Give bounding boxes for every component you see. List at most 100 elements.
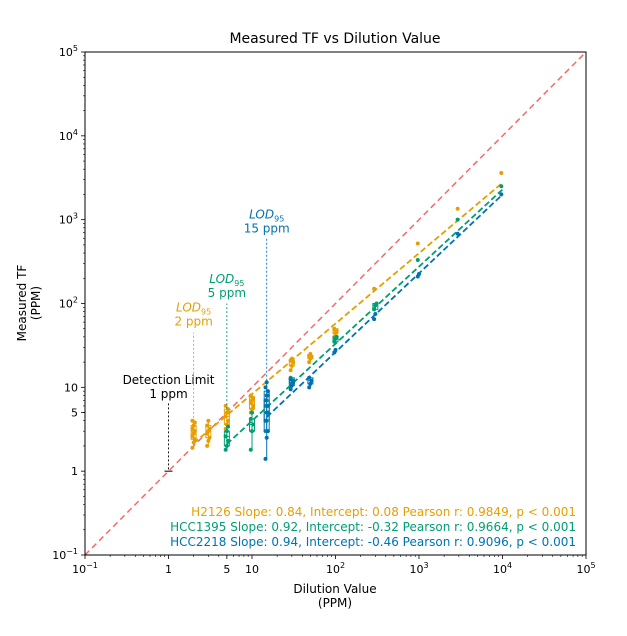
data-point	[373, 311, 378, 316]
data-point	[224, 429, 229, 434]
data-point	[334, 334, 339, 339]
x-tick-label: 10−1	[72, 561, 98, 576]
data-point	[250, 407, 254, 412]
data-point	[206, 438, 211, 443]
data-point	[415, 241, 420, 246]
stats-line: H2126 Slope: 0.84, Intercept: 0.08 Pears…	[191, 505, 576, 519]
x-tick-label: 10	[245, 563, 259, 576]
data-point	[206, 418, 211, 423]
data-point	[250, 429, 254, 434]
stats-line: HCC1395 Slope: 0.92, Intercept: -0.32 Pe…	[170, 520, 576, 534]
y-axis-label-line1: Measured TF	[15, 265, 29, 342]
data-point	[288, 377, 293, 382]
data-point	[499, 171, 504, 176]
x-axis-label: Dilution Value (PPM)	[293, 582, 376, 610]
identity-line	[85, 52, 586, 555]
data-point	[226, 438, 231, 443]
stats-line: HCC2218 Slope: 0.94, Intercept: -0.46 Pe…	[170, 535, 576, 549]
x-tick-label: 102	[326, 561, 345, 576]
data-point	[207, 426, 212, 431]
data-point	[251, 422, 256, 427]
data-point	[192, 437, 197, 442]
fit-line	[193, 182, 504, 444]
data-point	[264, 435, 269, 440]
data-point	[223, 434, 228, 439]
y-axis-label-line2: (PPM)	[29, 286, 43, 320]
lod-label-value: 15 ppm	[244, 222, 290, 236]
data-point	[250, 410, 254, 415]
data-point	[205, 443, 210, 448]
data-point	[374, 301, 379, 306]
series-hcc2218	[263, 192, 504, 461]
lod-label-title: LOD95	[249, 208, 284, 224]
data-point	[190, 445, 195, 450]
data-point	[265, 389, 270, 394]
data-point	[264, 380, 269, 385]
data-point	[263, 398, 268, 403]
data-point	[224, 443, 229, 448]
data-point	[308, 351, 313, 356]
y-tick-label: 1	[71, 465, 78, 478]
data-point	[223, 447, 228, 452]
data-point	[226, 424, 231, 429]
x-tick-label: 1	[165, 563, 172, 576]
lod-label-title: LOD95	[176, 300, 211, 316]
data-point	[372, 307, 377, 312]
data-point	[251, 403, 256, 408]
data-point	[499, 192, 504, 197]
data-point	[226, 418, 231, 423]
data-point	[307, 385, 312, 390]
fit-line	[266, 193, 504, 418]
data-point	[455, 231, 460, 236]
chart-title: Measured TF vs Dilution Value	[229, 31, 440, 47]
data-point	[263, 385, 268, 390]
axes: 10−1 1 5 10 102 103 104 105 10−1 1 5 10 102 103 104 105	[52, 44, 595, 576]
data-point	[288, 387, 293, 392]
data-point	[333, 347, 338, 352]
data-point	[308, 381, 313, 386]
data-point	[263, 418, 268, 423]
data-point	[191, 440, 196, 445]
data-point	[307, 375, 312, 380]
data-point	[265, 429, 270, 434]
data-point	[248, 447, 253, 452]
data-point	[499, 184, 504, 189]
y-tick-label: 103	[59, 212, 78, 227]
lod-label-title: LOD95	[209, 272, 244, 288]
data-point	[289, 383, 294, 388]
y-tick-label: 102	[59, 296, 78, 311]
data-point	[223, 414, 228, 419]
y-tick-label: 104	[59, 128, 78, 143]
data-point	[455, 217, 460, 222]
stats-text: H2126 Slope: 0.84, Intercept: 0.08 Pears…	[170, 505, 576, 549]
lod-label-value: 1 ppm	[149, 387, 187, 401]
data-point	[248, 416, 253, 421]
x-tick-label: 103	[409, 561, 428, 576]
data-point	[288, 368, 293, 373]
y-tick-label: 10	[64, 381, 78, 394]
data-point	[248, 393, 253, 398]
data-point	[332, 339, 337, 344]
data-point	[265, 403, 270, 408]
data-point	[307, 360, 312, 365]
x-tick-label: 104	[493, 561, 512, 576]
data-point	[372, 286, 377, 291]
x-axis-label-line2: (PPM)	[318, 596, 352, 610]
data-point	[415, 258, 420, 263]
y-tick-label: 10−1	[52, 547, 78, 562]
lod-label-title: Detection Limit	[123, 373, 215, 387]
lod-label-value: 5 ppm	[208, 286, 246, 300]
data-point	[417, 271, 421, 276]
data-point	[264, 410, 269, 415]
y-tick-label: 5	[71, 407, 78, 420]
data-point	[372, 317, 377, 322]
data-point	[264, 393, 269, 398]
data-point	[289, 363, 294, 368]
y-axis-label: Measured TF (PPM)	[15, 265, 43, 342]
series-h2126	[190, 171, 504, 450]
